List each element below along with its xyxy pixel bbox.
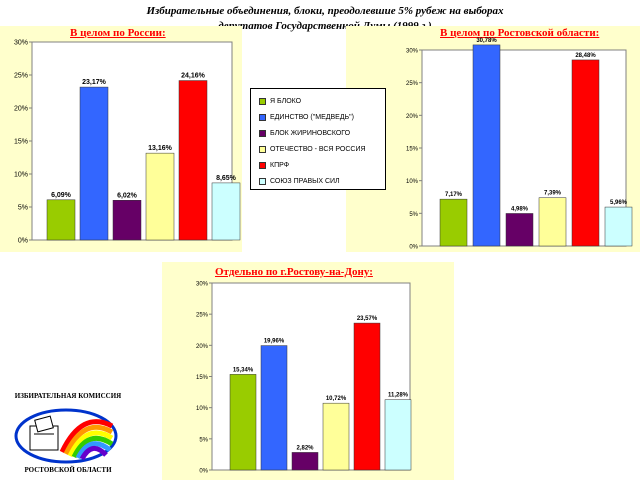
y-tick-label: 25% (14, 73, 28, 80)
y-tick-label: 25% (196, 313, 209, 319)
bar (604, 206, 633, 247)
y-tick-label: 0% (409, 245, 418, 251)
y-tick-label: 20% (14, 106, 28, 113)
legend-label: ЕДИНСТВО ("МЕДВЕДЬ") (270, 114, 354, 121)
y-tick-label: 15% (406, 147, 419, 153)
legend-swatch (259, 145, 266, 153)
data-label: 15,34% (233, 367, 254, 373)
data-label: 6,09% (51, 192, 72, 199)
bar (291, 452, 319, 471)
y-tick-label: 5% (18, 205, 28, 212)
y-tick-label: 25% (406, 81, 419, 87)
data-label: 6,02% (117, 192, 138, 199)
bar (571, 59, 600, 247)
y-tick-label: 15% (196, 375, 209, 381)
data-label: 19,96% (264, 339, 285, 345)
data-label: 2,82% (296, 445, 314, 451)
chart-title-rostov-city: Отдельно по г.Ростову-на-Дону: (215, 266, 373, 278)
legend-label: ОТЕЧЕСТВО - ВСЯ РОССИЯ (270, 146, 366, 153)
chart-legend: Я БЛОКО ЕДИНСТВО ("МЕДВЕДЬ") БЛОК ЖИРИНО… (250, 88, 386, 190)
bar (79, 86, 109, 241)
bar (384, 399, 412, 471)
data-label: 11,28% (388, 393, 409, 399)
ballot-rainbow-emblem-icon (14, 408, 118, 464)
y-tick-label: 30% (196, 282, 209, 288)
legend-label: СОЮЗ ПРАВЫХ СИЛ (270, 178, 340, 185)
legend-swatch (259, 97, 266, 105)
bar (211, 182, 241, 241)
bar (322, 402, 350, 471)
legend-label: Я БЛОКО (270, 98, 302, 105)
legend-label: БЛОК ЖИРИНОВСКОГО (270, 130, 351, 137)
bar (505, 213, 534, 247)
data-label: 28,48% (575, 53, 596, 59)
data-label: 5,96% (610, 200, 628, 206)
y-tick-label: 20% (406, 114, 419, 120)
chart-title-russia: В целом по России: (70, 27, 166, 39)
bar (472, 44, 501, 247)
y-tick-label: 5% (409, 212, 418, 218)
y-tick-label: 20% (196, 344, 209, 350)
legend-swatch (259, 113, 266, 121)
bar (112, 200, 142, 241)
bar (353, 322, 381, 471)
legend-item: Я БЛОКО (259, 97, 301, 107)
legend-label: КПРФ (270, 162, 290, 169)
bar (439, 198, 468, 247)
bar (229, 374, 257, 471)
data-label: 7,17% (445, 192, 463, 198)
data-label: 23,17% (82, 79, 107, 86)
bar (145, 152, 175, 241)
chart-title-rostov-region: В целом по Ростовской области: (440, 27, 600, 39)
y-tick-label: 0% (18, 238, 28, 245)
data-label: 30,78% (476, 38, 497, 44)
y-tick-label: 30% (14, 40, 28, 47)
data-label: 10,72% (326, 396, 347, 402)
bar (46, 199, 76, 241)
y-tick-label: 5% (199, 437, 208, 443)
data-label: 24,16% (181, 73, 206, 80)
logo-top-text: ИЗБИРАТЕЛЬНАЯ КОМИССИЯ (14, 392, 122, 400)
y-tick-label: 0% (199, 469, 208, 475)
bar (178, 80, 208, 241)
data-label: 23,57% (357, 316, 378, 322)
legend-item: ЕДИНСТВО ("МЕДВЕДЬ") (259, 113, 354, 123)
election-commission-logo: ИЗБИРАТЕЛЬНАЯ КОМИССИЯ РОСТОВСКОЙ ОБЛАСТ… (8, 392, 126, 478)
legend-item: КПРФ (259, 161, 289, 171)
y-tick-label: 10% (406, 179, 419, 185)
y-tick-label: 10% (14, 172, 28, 179)
data-label: 7,39% (544, 191, 562, 197)
page-title-line1: Избирательные объединения, блоки, преодо… (146, 5, 504, 17)
bar (260, 345, 288, 471)
data-label: 8,65% (216, 175, 237, 182)
legend-swatch (259, 129, 266, 137)
y-tick-label: 10% (196, 406, 209, 412)
data-label: 4,98% (511, 206, 529, 212)
legend-swatch (259, 177, 266, 185)
legend-item: БЛОК ЖИРИНОВСКОГО (259, 129, 350, 139)
y-tick-label: 30% (406, 49, 419, 55)
legend-item: ОТЕЧЕСТВО - ВСЯ РОССИЯ (259, 145, 366, 155)
logo-bottom-text: РОСТОВСКОЙ ОБЛАСТИ (24, 466, 112, 474)
legend-item: СОЮЗ ПРАВЫХ СИЛ (259, 177, 340, 187)
bar (538, 197, 567, 247)
legend-swatch (259, 161, 266, 169)
data-label: 13,16% (148, 145, 173, 152)
y-tick-label: 15% (14, 139, 28, 146)
